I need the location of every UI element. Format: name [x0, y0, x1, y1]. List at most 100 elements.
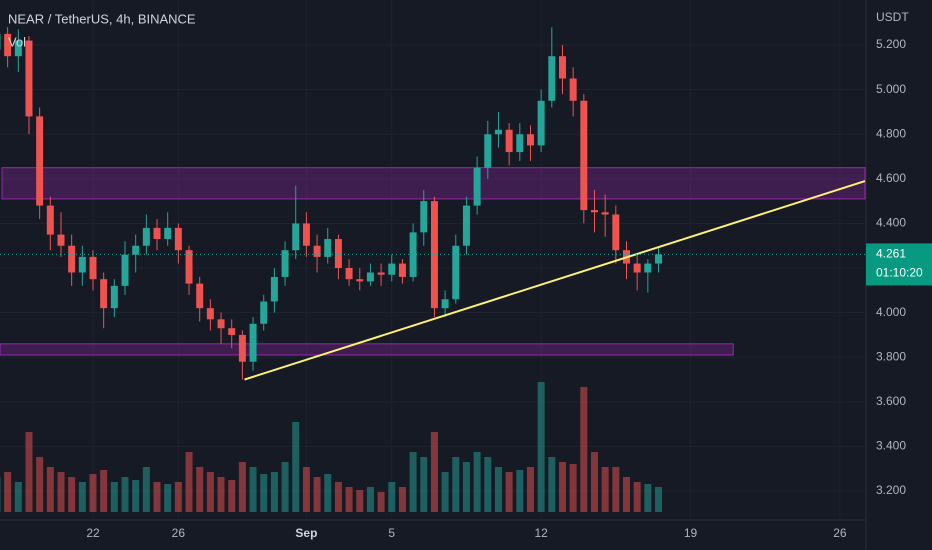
candle-body: [655, 254, 663, 264]
candle-body: [484, 134, 492, 168]
trendline: [244, 180, 866, 381]
candle-body: [377, 272, 385, 275]
x-tick-label: 26: [172, 526, 186, 540]
candle-body: [174, 227, 182, 251]
volume-bar: [569, 464, 577, 512]
volume-bar: [377, 492, 385, 512]
volume-bar: [68, 477, 76, 512]
candle-body: [217, 319, 225, 329]
candle-body: [196, 283, 204, 309]
candle-body: [132, 245, 140, 255]
candle-body: [526, 134, 534, 146]
volume-bar: [366, 487, 374, 512]
candle-body: [142, 227, 150, 246]
volume-bar: [526, 467, 534, 512]
volume-bar: [601, 467, 609, 512]
candle-body: [441, 299, 449, 309]
candle-body: [324, 239, 332, 257]
candle-body: [430, 201, 438, 309]
candle-body: [494, 129, 502, 135]
candle-body: [452, 245, 460, 300]
volume-bar: [452, 457, 460, 512]
volume-bar: [196, 467, 204, 512]
volume-bar: [281, 462, 289, 512]
candle-body: [580, 100, 588, 211]
volume-bar: [655, 487, 663, 512]
volume-bar: [46, 467, 54, 512]
candle-body: [644, 263, 652, 273]
volume-bar: [292, 422, 300, 512]
volume-bar: [313, 477, 321, 512]
chart-title: NEAR / TetherUS, 4h, BINANCE: [8, 11, 196, 26]
volume-bar: [78, 482, 86, 512]
candle-body: [185, 250, 193, 284]
volume-bar: [121, 477, 129, 512]
candle-body: [420, 201, 428, 233]
volume-bar: [57, 472, 65, 512]
volume-bar: [132, 480, 140, 512]
candle-body: [409, 232, 417, 277]
y-tick-label: 4.800: [876, 126, 906, 140]
y-tick-label: 4.400: [876, 216, 906, 230]
candle-body: [78, 256, 86, 273]
candle-body: [313, 245, 321, 257]
volume-bar: [334, 482, 342, 512]
volume-bar: [633, 482, 641, 512]
y-tick-label: 3.600: [876, 394, 906, 408]
volume-bar: [4, 472, 12, 512]
volume-bar: [185, 452, 193, 512]
candle-body: [36, 116, 44, 206]
candle-body: [14, 40, 22, 57]
volume-bar: [260, 474, 268, 512]
volume-bar: [324, 474, 332, 512]
y-tick-label: 3.400: [876, 439, 906, 453]
volume-bar: [516, 470, 524, 512]
y-tick-label: 5.200: [876, 37, 906, 51]
candle-body: [164, 227, 172, 240]
volume-bar: [89, 474, 97, 512]
y-tick-label: 4.600: [876, 171, 906, 185]
candle-body: [4, 33, 12, 57]
volume-bar: [249, 467, 257, 512]
candle-body: [548, 56, 556, 101]
candle-body: [25, 40, 33, 117]
candle-body: [345, 268, 353, 280]
x-tick-label: 19: [684, 526, 698, 540]
volume-bar: [398, 487, 406, 512]
candle-body: [228, 328, 236, 335]
candle-body: [270, 276, 278, 302]
volume-bar: [36, 457, 44, 512]
volume-bar: [409, 452, 417, 512]
candle-body: [558, 56, 566, 79]
volume-bar: [110, 482, 118, 512]
zone: [0, 343, 734, 356]
volume-bar: [420, 457, 428, 512]
candle-body: [505, 129, 513, 153]
x-tick-label: Sep: [295, 526, 317, 540]
candle-body: [612, 214, 620, 251]
volume-bar: [228, 480, 236, 512]
candle-body: [281, 250, 289, 277]
volume-bar: [356, 490, 364, 512]
volume-bar: [100, 470, 108, 512]
volume-bar: [430, 432, 438, 512]
candle-body: [590, 210, 598, 213]
candle-body: [110, 285, 118, 309]
candle-body: [334, 239, 342, 269]
candle-body: [633, 263, 641, 273]
volume-bar: [142, 467, 150, 512]
volume-bar: [238, 462, 246, 512]
volume-bar: [537, 382, 545, 512]
volume-bar: [206, 472, 214, 512]
indicator-label: Vol: [8, 34, 26, 49]
candle-body: [388, 263, 396, 275]
volume-bar: [14, 482, 22, 512]
last-price-label: 4.261: [876, 247, 906, 261]
y-tick-label: 3.800: [876, 349, 906, 363]
candle-body: [121, 254, 129, 286]
candle-body: [398, 263, 406, 277]
candle-body: [601, 212, 609, 215]
candle-body: [302, 223, 310, 246]
candle-body: [89, 256, 97, 280]
